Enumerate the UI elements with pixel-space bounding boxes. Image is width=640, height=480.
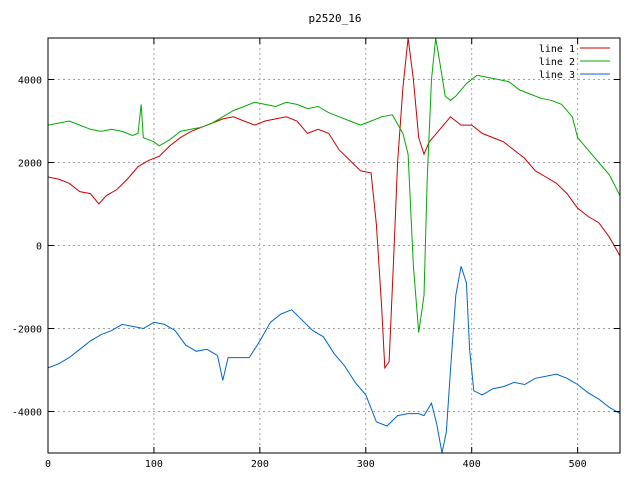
y-tick-label: -2000	[12, 325, 42, 336]
y-tick-label: -4000	[12, 408, 42, 419]
axis-ticks: 0 100 200 300 400 500 -4000 -2000 0 2000 4000	[12, 38, 620, 470]
x-tick-label: 500	[569, 459, 587, 470]
y-tick-label: 2000	[18, 159, 42, 170]
x-tick-label: 200	[251, 459, 269, 470]
chart-title: p2520_16	[309, 12, 362, 25]
legend: line 1 line 2 line 3	[539, 44, 610, 81]
legend-label-2: line 2	[539, 57, 575, 68]
x-tick-label: 100	[145, 459, 163, 470]
x-tick-label: 400	[463, 459, 481, 470]
series-line-3	[48, 266, 620, 453]
y-tick-label: 0	[36, 242, 42, 253]
x-tick-label: 300	[357, 459, 375, 470]
x-tick-label: 0	[45, 459, 51, 470]
legend-label-3: line 3	[539, 70, 575, 81]
series-line-2	[48, 38, 620, 333]
y-tick-label: 4000	[18, 76, 42, 87]
legend-label-1: line 1	[539, 44, 575, 55]
series-lines	[48, 38, 620, 453]
series-line-1	[48, 38, 620, 370]
grid-lines	[48, 38, 620, 453]
